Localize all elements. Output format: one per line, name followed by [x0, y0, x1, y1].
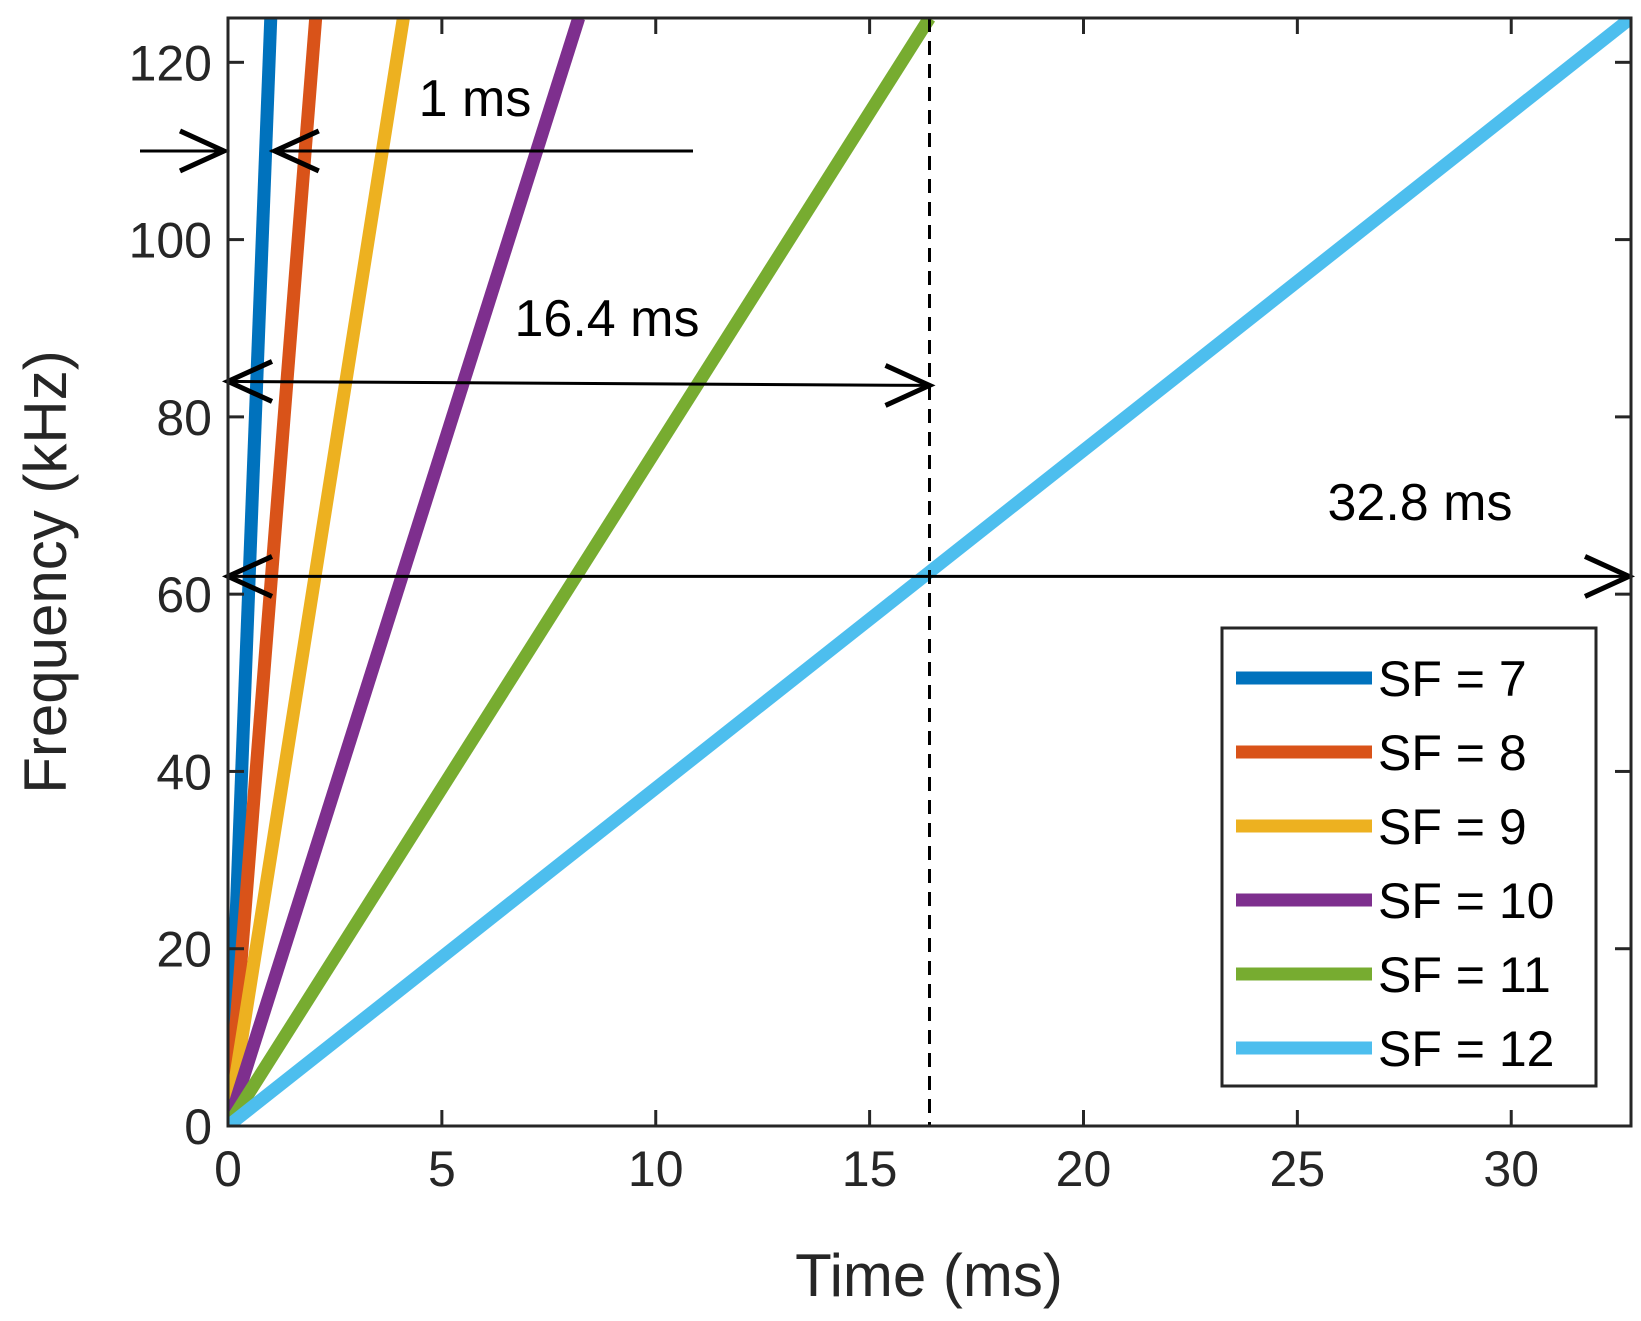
y-tick-label: 80 [156, 390, 212, 446]
annot-32ms-label: 32.8 ms [1328, 474, 1513, 532]
series-line-2 [228, 18, 323, 1126]
y-tick-label: 0 [184, 1099, 212, 1155]
axes-box [226, 16, 1633, 1128]
annot-16ms-label: 16.4 ms [515, 290, 700, 348]
x-tick-label: 30 [1483, 1141, 1539, 1197]
series-line-1 [228, 18, 278, 1126]
legend-label-5: SF = 11 [1378, 947, 1551, 1003]
legend-label-2: SF = 8 [1378, 725, 1527, 781]
x-tick-label: 15 [842, 1141, 898, 1197]
annot-1ms-label: 1 ms [419, 70, 532, 128]
legend-label-4: SF = 10 [1378, 873, 1555, 929]
x-tick-label: 25 [1270, 1141, 1326, 1197]
x-axis-label: Time (ms) [795, 1242, 1063, 1309]
x-tick-label: 5 [428, 1141, 456, 1197]
annot-32ms-arrow-right-head [1583, 554, 1636, 599]
y-tick-label: 40 [156, 744, 212, 800]
x-tick-label: 20 [1056, 1141, 1112, 1197]
legend-label-3: SF = 9 [1378, 799, 1527, 855]
series-line-5 [228, 18, 935, 1126]
legend-label-1: SF = 7 [1378, 651, 1527, 707]
annot-1ms-arrow-right-head [268, 128, 320, 174]
legend-label-6: SF = 12 [1378, 1021, 1555, 1077]
series-line-3 [228, 18, 410, 1126]
annot-1ms-arrow-left-head [178, 128, 231, 174]
y-tick-label: 120 [129, 35, 212, 91]
y-tick-label: 20 [156, 922, 212, 978]
legend-box [1220, 626, 1598, 1088]
x-tick-label: 10 [628, 1141, 684, 1197]
x-tick-label: 0 [214, 1141, 242, 1197]
y-axis-label: Frequency (kHz) [12, 350, 79, 793]
y-tick-label: 100 [129, 213, 212, 269]
y-tick-label: 60 [156, 567, 212, 623]
series-line-4 [228, 18, 585, 1126]
annot-16ms-arrow-shaft [227, 379, 930, 387]
annot-16ms-arrow-right-head [884, 363, 936, 408]
